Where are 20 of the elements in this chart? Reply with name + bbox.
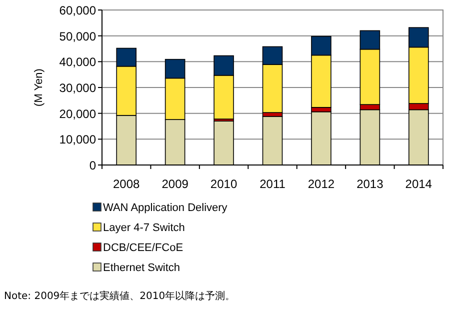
x-tick-label: 2010 [210, 177, 238, 191]
legend-label: DCB/CEE/FCoE [103, 242, 184, 254]
x-tick-label: 2009 [162, 177, 189, 191]
y-tick-label: 60,000 [59, 4, 96, 18]
y-tick-label: 40,000 [59, 55, 96, 70]
y-axis-title: (M Yen) [33, 68, 45, 106]
x-tick-label: 2011 [260, 177, 286, 191]
legend-label: WAN Application Delivery [103, 202, 228, 214]
y-tick-label: 10,000 [59, 132, 96, 147]
legend-label: Ethernet Switch [103, 262, 180, 274]
y-tick-label: 30,000 [59, 81, 96, 95]
x-tick-label: 2008 [113, 177, 140, 191]
y-tick-label: 20,000 [59, 106, 96, 121]
x-tick-label: 2014 [405, 177, 432, 191]
y-tick-label: 50,000 [59, 29, 96, 44]
y-tick-label: 0 [89, 158, 96, 172]
legend-label: Layer 4-7 Switch [103, 222, 185, 234]
x-tick-label: 2013 [356, 177, 384, 191]
x-tick-label: 2012 [308, 177, 335, 191]
text: Note: 2009年までは実績値、2010年以降は予測。 [4, 290, 236, 302]
